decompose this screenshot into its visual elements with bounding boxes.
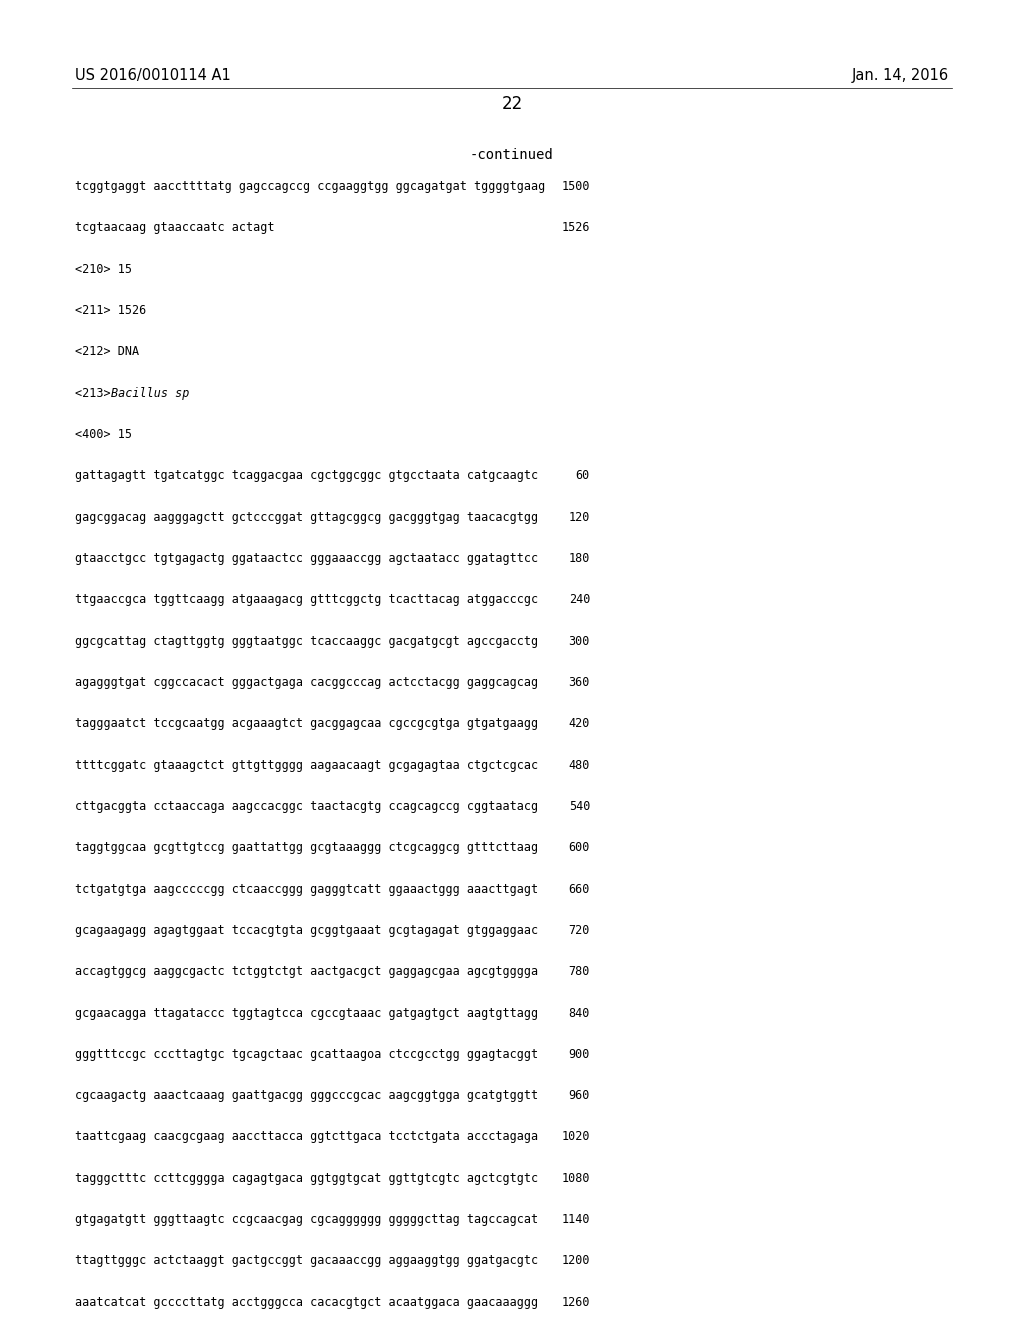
Text: 1140: 1140 (561, 1213, 590, 1226)
Text: gcgaacagga ttagataccc tggtagtcca cgccgtaaac gatgagtgct aagtgttagg: gcgaacagga ttagataccc tggtagtcca cgccgta… (75, 1007, 539, 1019)
Text: ggcgcattag ctagttggtg gggtaatggc tcaccaaggc gacgatgcgt agccgacctg: ggcgcattag ctagttggtg gggtaatggc tcaccaa… (75, 635, 539, 648)
Text: tctgatgtga aagcccccgg ctcaaccggg gagggtcatt ggaaactggg aaacttgagt: tctgatgtga aagcccccgg ctcaaccggg gagggtc… (75, 883, 539, 895)
Text: ttttcggatc gtaaagctct gttgttgggg aagaacaagt gcgagagtaa ctgctcgcac: ttttcggatc gtaaagctct gttgttgggg aagaaca… (75, 759, 539, 772)
Text: Jan. 14, 2016: Jan. 14, 2016 (852, 69, 949, 83)
Text: 240: 240 (568, 593, 590, 606)
Text: gcagaagagg agagtggaat tccacgtgta gcggtgaaat gcgtagagat gtggaggaac: gcagaagagg agagtggaat tccacgtgta gcggtga… (75, 924, 539, 937)
Text: aaatcatcat gccccttatg acctgggcca cacacgtgct acaatggaca gaacaaaggg: aaatcatcat gccccttatg acctgggcca cacacgt… (75, 1296, 539, 1308)
Text: gtgagatgtt gggttaagtc ccgcaacgag cgcagggggg gggggcttag tagccagcat: gtgagatgtt gggttaagtc ccgcaacgag cgcaggg… (75, 1213, 539, 1226)
Text: <212> DNA: <212> DNA (75, 346, 139, 358)
Text: 540: 540 (568, 800, 590, 813)
Text: 660: 660 (568, 883, 590, 895)
Text: tcgtaacaag gtaaccaatc actagt: tcgtaacaag gtaaccaatc actagt (75, 222, 274, 235)
Text: agagggtgat cggccacact gggactgaga cacggcccag actcctacgg gaggcagcag: agagggtgat cggccacact gggactgaga cacggcc… (75, 676, 539, 689)
Text: 600: 600 (568, 841, 590, 854)
Text: <210> 15: <210> 15 (75, 263, 132, 276)
Text: tagggaatct tccgcaatgg acgaaagtct gacggagcaa cgccgcgtga gtgatgaagg: tagggaatct tccgcaatgg acgaaagtct gacggag… (75, 717, 539, 730)
Text: taggtggcaa gcgttgtccg gaattattgg gcgtaaaggg ctcgcaggcg gtttcttaag: taggtggcaa gcgttgtccg gaattattgg gcgtaaa… (75, 841, 539, 854)
Text: ttgaaccgca tggttcaagg atgaaagacg gtttcggctg tcacttacag atggacccgc: ttgaaccgca tggttcaagg atgaaagacg gtttcgg… (75, 593, 539, 606)
Text: 840: 840 (568, 1007, 590, 1019)
Text: 900: 900 (568, 1048, 590, 1061)
Text: <213>: <213> (75, 387, 118, 400)
Text: 480: 480 (568, 759, 590, 772)
Text: 180: 180 (568, 552, 590, 565)
Text: 1260: 1260 (561, 1296, 590, 1308)
Text: 22: 22 (502, 95, 522, 114)
Text: tcggtgaggt aaccttttatg gagccagccg ccgaaggtgg ggcagatgat tggggtgaag: tcggtgaggt aaccttttatg gagccagccg ccgaag… (75, 180, 545, 193)
Text: Bacillus sp: Bacillus sp (111, 387, 189, 400)
Text: tagggctttc ccttcgggga cagagtgaca ggtggtgcat ggttgtcgtc agctcgtgtc: tagggctttc ccttcgggga cagagtgaca ggtggtg… (75, 1172, 539, 1185)
Text: <400> 15: <400> 15 (75, 428, 132, 441)
Text: taattcgaag caacgcgaag aaccttacca ggtcttgaca tcctctgata accctagaga: taattcgaag caacgcgaag aaccttacca ggtcttg… (75, 1130, 539, 1143)
Text: cttgacggta cctaaccaga aagccacggc taactacgtg ccagcagccg cggtaatacg: cttgacggta cctaaccaga aagccacggc taactac… (75, 800, 539, 813)
Text: 300: 300 (568, 635, 590, 648)
Text: gagcggacag aagggagctt gctcccggat gttagcggcg gacgggtgag taacacgtgg: gagcggacag aagggagctt gctcccggat gttagcg… (75, 511, 539, 524)
Text: 1526: 1526 (561, 222, 590, 235)
Text: 1020: 1020 (561, 1130, 590, 1143)
Text: -continued: -continued (470, 148, 554, 162)
Text: <211> 1526: <211> 1526 (75, 304, 146, 317)
Text: gggtttccgc cccttagtgc tgcagctaac gcattaagoa ctccgcctgg ggagtacggt: gggtttccgc cccttagtgc tgcagctaac gcattaa… (75, 1048, 539, 1061)
Text: 720: 720 (568, 924, 590, 937)
Text: 1500: 1500 (561, 180, 590, 193)
Text: gattagagtt tgatcatggc tcaggacgaa cgctggcggc gtgcctaata catgcaagtc: gattagagtt tgatcatggc tcaggacgaa cgctggc… (75, 470, 539, 482)
Text: cgcaagactg aaactcaaag gaattgacgg gggcccgcac aagcggtgga gcatgtggtt: cgcaagactg aaactcaaag gaattgacgg gggcccg… (75, 1089, 539, 1102)
Text: 120: 120 (568, 511, 590, 524)
Text: 420: 420 (568, 717, 590, 730)
Text: gtaacctgcc tgtgagactg ggataactcc gggaaaccgg agctaatacc ggatagttcc: gtaacctgcc tgtgagactg ggataactcc gggaaac… (75, 552, 539, 565)
Text: ttagttgggc actctaaggt gactgccggt gacaaaccgg aggaaggtgg ggatgacgtc: ttagttgggc actctaaggt gactgccggt gacaaac… (75, 1254, 539, 1267)
Text: 1200: 1200 (561, 1254, 590, 1267)
Text: accagtggcg aaggcgactc tctggtctgt aactgacgct gaggagcgaa agcgtgggga: accagtggcg aaggcgactc tctggtctgt aactgac… (75, 965, 539, 978)
Text: 960: 960 (568, 1089, 590, 1102)
Text: 60: 60 (575, 470, 590, 482)
Text: 360: 360 (568, 676, 590, 689)
Text: 780: 780 (568, 965, 590, 978)
Text: 1080: 1080 (561, 1172, 590, 1185)
Text: US 2016/0010114 A1: US 2016/0010114 A1 (75, 69, 230, 83)
